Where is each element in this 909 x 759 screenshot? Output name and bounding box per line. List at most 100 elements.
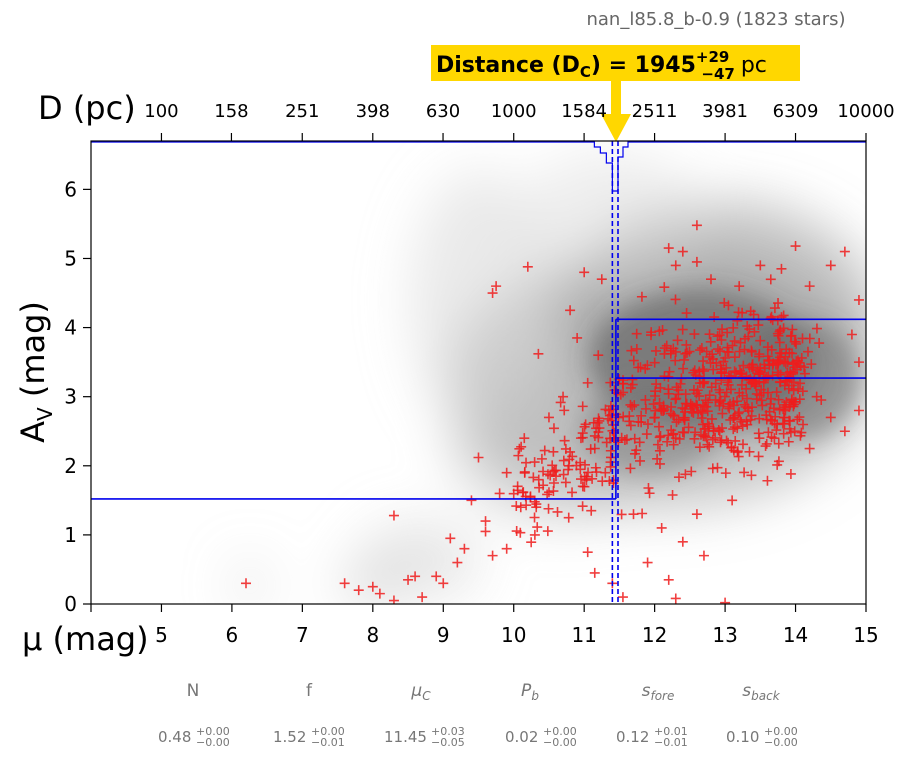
star-point — [659, 282, 670, 293]
star-point — [339, 578, 350, 589]
svg-text:−0.05: −0.05 — [431, 736, 465, 749]
x-tick-label: 9 — [437, 623, 450, 647]
x-tick-label: 11 — [571, 623, 596, 647]
y-axis-label: AV (mag) — [14, 301, 57, 443]
param-pb-value: 0.02 +0.00 −0.00 — [505, 725, 577, 749]
star-point — [670, 294, 681, 305]
star-point — [644, 488, 655, 499]
star-point — [679, 414, 690, 425]
star-point — [575, 457, 586, 468]
star-point — [710, 432, 721, 443]
star-point — [727, 495, 738, 506]
star-point — [663, 430, 674, 441]
star-point — [793, 383, 804, 394]
svg-text:−0.01: −0.01 — [654, 736, 688, 749]
star-point — [685, 401, 696, 412]
star-point — [776, 348, 787, 359]
x-tick-label: 13 — [712, 623, 737, 647]
star-point — [743, 406, 754, 417]
star-point — [668, 429, 679, 440]
star-point — [593, 432, 604, 443]
star-point — [667, 490, 678, 501]
star-point — [634, 437, 645, 448]
star-point — [669, 410, 680, 421]
star-point — [696, 413, 707, 424]
star-point — [714, 330, 725, 341]
star-point — [621, 434, 632, 445]
star-point — [635, 455, 646, 466]
star-point — [533, 348, 544, 359]
star-point — [531, 499, 542, 510]
star-point — [542, 526, 553, 537]
star-point — [521, 457, 532, 468]
star-point — [605, 377, 616, 388]
star-point — [780, 405, 791, 416]
star-point — [548, 466, 559, 477]
star-point — [723, 300, 734, 311]
star-point — [770, 411, 781, 422]
star-point — [729, 352, 740, 363]
star-point — [761, 438, 772, 449]
star-point — [737, 371, 748, 382]
model-lines — [91, 141, 866, 604]
star-point — [670, 260, 681, 271]
star-point — [677, 246, 688, 257]
star-point — [625, 382, 636, 393]
star-point — [796, 352, 807, 363]
star-point — [528, 472, 539, 483]
star-point — [802, 346, 813, 357]
top-tick-label: 10000 — [837, 101, 894, 122]
star-point — [543, 503, 554, 514]
star-point — [558, 391, 569, 402]
star-point — [631, 328, 642, 339]
star-point — [559, 435, 570, 446]
star-point — [501, 543, 512, 554]
param-n-value: 0.48 +0.00 −0.00 — [158, 725, 230, 749]
x-tick-label: 6 — [226, 623, 239, 647]
star-point — [241, 578, 251, 589]
star-point — [765, 313, 776, 324]
star-point — [750, 381, 761, 392]
star-point — [753, 451, 764, 462]
star-point — [728, 322, 739, 333]
star-point — [711, 357, 722, 368]
star-point — [754, 413, 765, 424]
star-point — [691, 509, 702, 520]
param-sback-label: sback — [742, 681, 780, 703]
star-point — [691, 220, 702, 231]
star-point — [661, 340, 672, 351]
star-point — [618, 378, 629, 389]
star-point — [572, 332, 583, 343]
star-point — [605, 400, 616, 411]
star-point — [555, 397, 566, 408]
star-point — [790, 336, 801, 347]
star-point — [513, 450, 524, 461]
star-point — [782, 357, 793, 368]
star-point — [636, 417, 647, 428]
star-point — [786, 394, 797, 405]
star-point — [679, 354, 690, 365]
star-point — [722, 327, 733, 338]
param-f-value: 1.52 +0.00 −0.01 — [273, 725, 345, 749]
star-point — [466, 495, 477, 506]
star-point — [709, 312, 720, 323]
star-point — [804, 443, 815, 454]
star-point — [720, 352, 731, 363]
star-point — [674, 433, 685, 444]
star-point — [631, 343, 642, 354]
star-point — [627, 374, 638, 385]
star-point — [641, 429, 652, 440]
svg-text:−0.01: −0.01 — [311, 736, 345, 749]
star-point — [558, 469, 569, 480]
star-point — [663, 243, 674, 254]
star-point — [762, 342, 773, 353]
star-point — [781, 344, 792, 355]
star-point — [723, 401, 734, 412]
star-point — [543, 412, 554, 423]
star-point — [642, 557, 653, 568]
star-point — [591, 423, 602, 434]
star-point — [806, 359, 817, 370]
star-point — [534, 482, 545, 493]
svg-text:+0.00: +0.00 — [764, 725, 798, 738]
star-point — [763, 371, 774, 382]
